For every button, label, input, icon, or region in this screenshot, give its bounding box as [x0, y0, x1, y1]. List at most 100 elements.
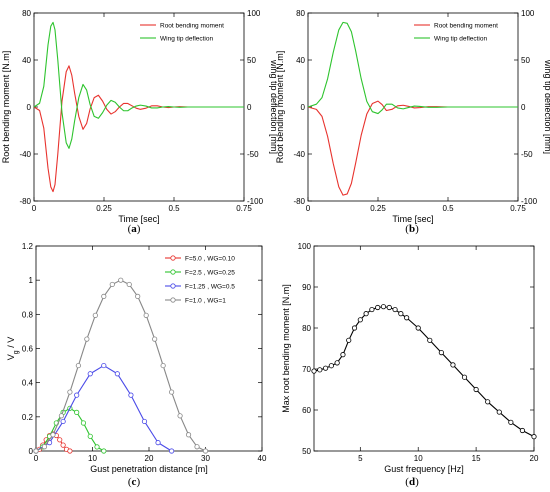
legend-marker: [170, 255, 176, 261]
data-point: [202, 448, 209, 454]
data-point: [473, 386, 479, 393]
x-tick-label: 0.75: [510, 204, 526, 213]
data-point: [41, 444, 48, 450]
x-axis-label: Time [sec]: [118, 214, 159, 224]
data-point: [114, 371, 120, 377]
data-point: [60, 418, 66, 425]
y-axis-label: Root bending moment [N.m]: [1, 51, 11, 164]
y2-tick-label: 100: [247, 9, 261, 18]
x-tick-label: 0.75: [236, 204, 252, 213]
data-point: [185, 432, 192, 438]
y-tick-label: 0.4: [22, 379, 34, 388]
legend-label: F=2.5 , WG=0.25: [185, 270, 235, 277]
legend-label: F=1.25 , WG=0.5: [185, 284, 235, 291]
series-line: [35, 279, 206, 452]
x-axis-label: Gust penetration distance [m]: [90, 464, 208, 474]
x-axis-label: Gust frequency [Hz]: [384, 464, 464, 474]
x-tick-label: 0.25: [370, 204, 386, 213]
data-point: [322, 365, 329, 371]
data-point: [334, 360, 340, 366]
legend-label: F=1.0 , WG=1: [185, 298, 226, 305]
x-tick-label: 30: [201, 454, 210, 463]
series-line: [33, 21, 244, 149]
chart-c-gust-profile: 0 10 20 30 40 0 0.2 0.4 0.6 0.8 1 1.2 Gust penetrati…: [6, 242, 267, 488]
x-axis-label: Time [sec]: [392, 214, 433, 224]
legend-label: F=5.0 , WG=0.10: [185, 256, 235, 263]
data-point: [101, 293, 107, 299]
x-tick-label: 10: [414, 454, 423, 463]
series-line: [313, 306, 535, 438]
data-point: [160, 362, 166, 369]
x-tick-label: 0: [306, 204, 311, 213]
data-point: [375, 304, 381, 311]
data-point: [357, 317, 363, 323]
data-point: [74, 409, 80, 415]
data-point: [169, 448, 175, 454]
y2-tick-label: 0: [247, 103, 252, 112]
data-point: [155, 440, 161, 446]
x-tick-label: 0.5: [168, 204, 180, 213]
data-point: [340, 352, 346, 358]
data-point: [404, 315, 410, 321]
data-point: [485, 399, 491, 405]
x-tick-label: 0.5: [442, 204, 454, 213]
y-axis-label: Root bending moment [N.m]: [275, 51, 285, 164]
data-point: [109, 281, 115, 288]
data-point: [415, 325, 421, 331]
data-point: [101, 362, 107, 369]
chart-b-time-response: 0 0.25 0.5 0.75 -80 -40 0 40 80 -100 -50 0 50 100 wing…: [275, 9, 550, 235]
y2-tick-label: 100: [521, 9, 535, 18]
data-point: [50, 432, 56, 438]
y-tick-label: 40: [22, 56, 31, 65]
panel-caption: (d): [405, 476, 419, 488]
data-point: [143, 312, 149, 318]
data-point: [101, 448, 107, 454]
legend-label: Wing tip deflection: [434, 36, 487, 43]
legend-marker: [170, 269, 176, 275]
data-point: [177, 413, 183, 419]
plot-frame: [313, 245, 535, 452]
data-point: [75, 362, 81, 369]
y-tick-label: 0.2: [22, 413, 34, 422]
x-tick-label: 5: [358, 454, 363, 463]
y-tick-label: 1: [29, 276, 34, 285]
legend-label: Wing tip deflection: [160, 36, 213, 43]
x-tick-label: 40: [258, 454, 267, 463]
data-point: [58, 413, 65, 419]
legend-marker: [170, 283, 176, 289]
panel-caption: (b): [405, 223, 419, 235]
data-point: [67, 448, 73, 454]
panel-caption: (a): [128, 223, 141, 235]
data-point: [496, 409, 502, 415]
y-axis-label: Max root bending moment [N.m]: [281, 284, 291, 413]
y-tick-label: 0: [29, 447, 34, 456]
data-point: [438, 349, 444, 356]
chart-d-max-moment: 5 10 15 20 50 60 70 80 90 100 Gust frequency [Hz] M…: [281, 242, 539, 488]
y-tick-label: 60: [302, 406, 311, 415]
x-tick-label: 15: [472, 454, 481, 463]
data-point: [369, 306, 375, 313]
data-point: [346, 337, 352, 343]
data-point: [311, 368, 317, 374]
data-point: [57, 437, 63, 443]
data-point: [74, 392, 80, 398]
y-tick-label: 0: [301, 103, 306, 112]
data-point: [128, 392, 134, 398]
data-point: [118, 277, 124, 283]
data-point: [67, 389, 73, 395]
data-point: [84, 336, 90, 342]
data-point: [519, 427, 526, 434]
series-line: [307, 21, 518, 115]
y2-tick-label: -50: [247, 150, 259, 159]
data-point: [328, 363, 334, 369]
y-tick-label: 100: [298, 242, 312, 251]
plot-frame: [35, 245, 263, 452]
x-tick-label: 10: [88, 454, 97, 463]
data-point: [450, 362, 456, 368]
data-point: [427, 337, 433, 343]
y-tick-label: 1.2: [22, 242, 34, 251]
x-tick-label: 0.25: [96, 204, 112, 213]
data-point: [531, 434, 537, 440]
data-point: [392, 306, 398, 313]
